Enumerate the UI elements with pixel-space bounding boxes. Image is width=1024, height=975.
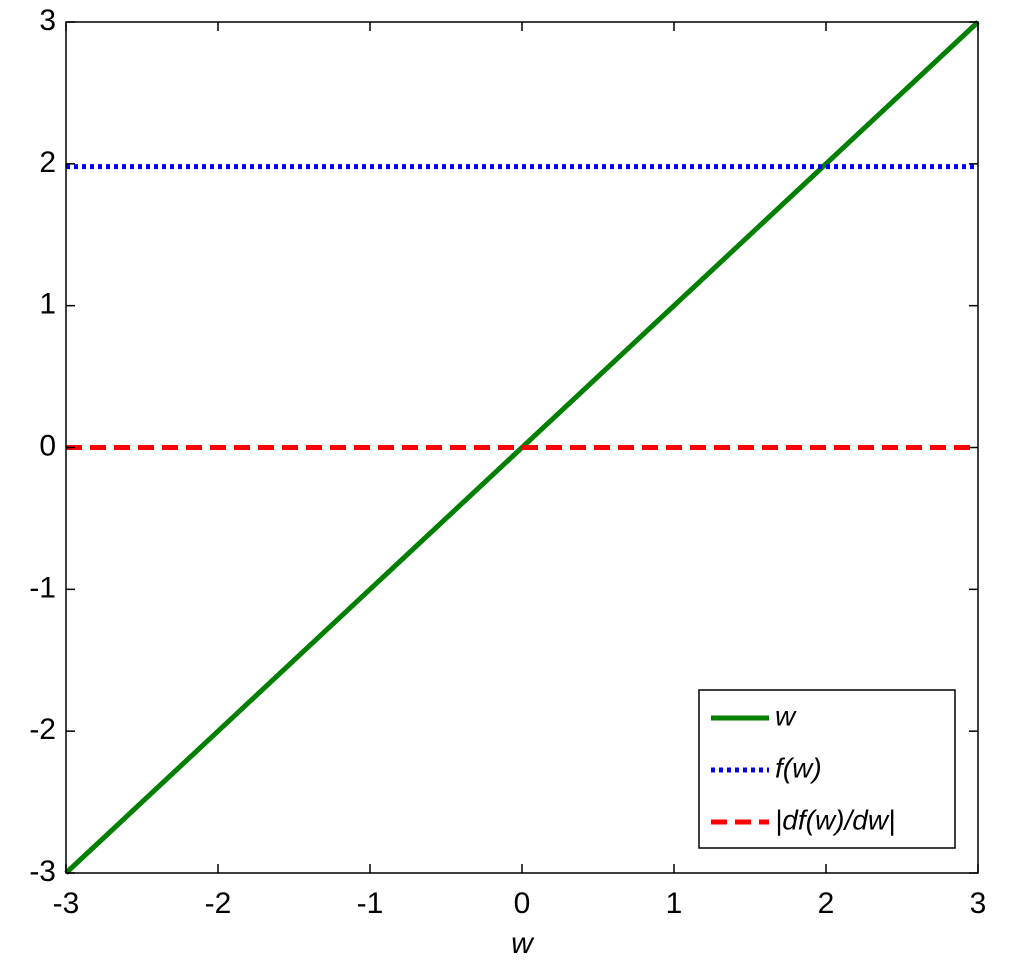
- y-tick-label: 1: [39, 288, 56, 321]
- x-axis-label: w: [511, 927, 535, 960]
- x-tick-label: -2: [205, 887, 232, 920]
- y-tick-label: -1: [29, 571, 56, 604]
- x-tick-label: -3: [53, 887, 80, 920]
- legend-label: f(w): [775, 752, 822, 783]
- y-tick-label: -3: [29, 855, 56, 888]
- x-tick-label: 2: [818, 887, 835, 920]
- plot-frame: [65, 21, 979, 874]
- legend-label: |df(w)/dw|: [775, 804, 895, 835]
- y-tick-label: -2: [29, 713, 56, 746]
- y-tick-label: 2: [39, 146, 56, 179]
- x-tick-label: 3: [970, 887, 987, 920]
- x-tick-label: -1: [357, 887, 384, 920]
- y-tick-label: 3: [39, 4, 56, 37]
- x-tick-label: 1: [666, 887, 683, 920]
- x-tick-label: 0: [514, 887, 531, 920]
- y-tick-label: 0: [39, 429, 56, 462]
- legend-label: w: [775, 700, 797, 731]
